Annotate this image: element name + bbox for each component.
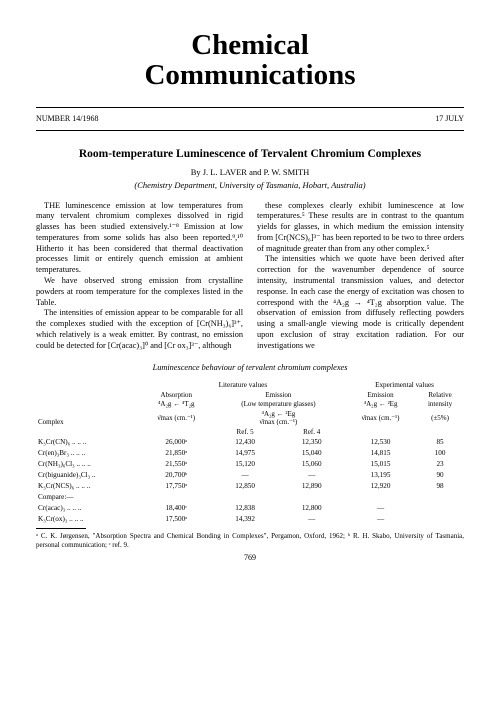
page-number: 769: [36, 553, 464, 563]
body-para-3: The intensities of emission appear to be…: [36, 308, 243, 351]
table-row: Cr(en)₃Br₃ .. .. ..21,850ᵃ14,97515,04014…: [36, 448, 464, 459]
journal-title: Chemical Communications: [36, 30, 464, 91]
issue-meta-row: NUMBER 14/1968 17 JULY: [36, 111, 464, 127]
col-abs-unit: ν̄max (cm.⁻¹): [141, 410, 212, 427]
col-rel-intensity-1: Relative: [416, 391, 464, 401]
col-emexp-unit: ν̄max (cm.⁻¹): [345, 410, 416, 427]
table-caption: Luminescence behaviour of tervalent chro…: [36, 363, 464, 373]
rule-top: [36, 107, 464, 108]
table-row: Cr(acac)₃ .. .. ..18,400ᶜ12,83812,800—: [36, 503, 464, 514]
table-row: Cr(biguanide)₃Cl₃ ..20,700ᵇ——13,19590: [36, 470, 464, 481]
body-para-5: The intensities which we quote have been…: [257, 254, 464, 351]
col-ref4: Ref. 4: [278, 428, 345, 438]
table-footnote: ᵃ C. K. Jørgensen, "Absorption Spectra a…: [36, 532, 464, 549]
footnote-rule: [36, 528, 86, 529]
issue-date: 17 JULY: [435, 114, 464, 124]
col-complex: Complex: [36, 380, 141, 428]
col-emexp-trans: ⁴A₂g ← ²Eg: [345, 400, 416, 410]
col-abs-trans: ⁴A₂g ← ⁴T₂g: [141, 400, 212, 410]
body-para-1: THE luminescence emission at low tempera…: [36, 201, 243, 276]
table-row: Compare:—: [36, 492, 464, 503]
body-para-4: these complexes clearly exhibit luminesc…: [257, 201, 464, 255]
col-absorption: Absorption: [141, 391, 212, 401]
col-emlit-note: (Low temperature glasses): [212, 400, 345, 410]
table-row: K₃Cr(NCS)₆ .. .. ..17,750ᵃ12,85012,89012…: [36, 481, 464, 492]
col-emission-lit: Emission: [212, 391, 345, 401]
group-literature: Literature values: [141, 380, 345, 391]
col-emission-exp: Emission: [345, 391, 416, 401]
table-body: K₃Cr(CN)₆ .. .. ..26,000ᵃ12,43012,35012,…: [36, 437, 464, 525]
data-table: Complex Literature values Experimental v…: [36, 380, 464, 525]
table-row: Cr(NH₃)₆Cl₃ .. .. ..21,550ᵃ15,12015,0601…: [36, 459, 464, 470]
body-columns: THE luminescence emission at low tempera…: [36, 201, 464, 352]
body-para-2: We have observed strong emission from cr…: [36, 276, 243, 308]
col-rel-intensity-2: intensity: [416, 400, 464, 410]
article-byline: By J. L. LAVER and P. W. SMITH: [36, 167, 464, 178]
group-experimental: Experimental values: [345, 380, 464, 391]
col-rel-intensity-3: (±5%): [416, 410, 464, 427]
article-affiliation: (Chemistry Department, University of Tas…: [36, 180, 464, 191]
table-row: K₃Cr(ox)₃ .. .. ..17,500ᵃ14,392——: [36, 514, 464, 525]
rule-bottom: [36, 130, 464, 131]
article-title: Room-temperature Luminescence of Tervale…: [36, 147, 464, 161]
table-row: K₃Cr(CN)₆ .. .. ..26,000ᵃ12,43012,35012,…: [36, 437, 464, 448]
col-emlit-unit: ν̄max (cm.⁻¹): [214, 419, 343, 427]
journal-name-line2: Communications: [36, 60, 464, 90]
journal-name-line1: Chemical: [36, 30, 464, 60]
col-ref5: Ref. 5: [212, 428, 279, 438]
issue-number: NUMBER 14/1968: [36, 114, 98, 124]
